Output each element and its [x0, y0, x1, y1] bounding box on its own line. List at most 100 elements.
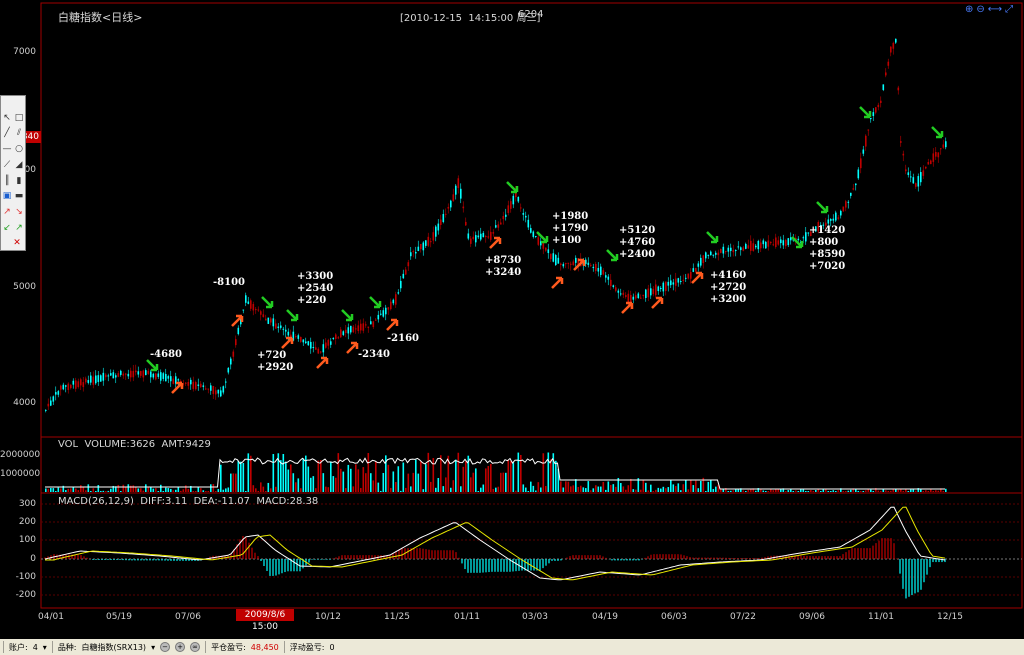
- pointer-icon[interactable]: ↖: [3, 113, 11, 123]
- volume-bar: [912, 489, 915, 492]
- candle-body: [227, 367, 230, 373]
- candle-body: [375, 319, 377, 321]
- vertical-lines-icon[interactable]: ║: [4, 176, 10, 186]
- candle-body: [460, 188, 462, 199]
- buy-arrow-icon: [551, 276, 564, 289]
- chevron-down-icon[interactable]: ▾: [151, 642, 156, 652]
- candle-body: [865, 135, 867, 147]
- candle-body: [842, 206, 845, 212]
- volume-bar: [692, 485, 695, 492]
- macd-label-200: 200: [18, 517, 36, 527]
- volume-label-1000000: 1000000: [0, 469, 41, 479]
- volume-bar: [795, 490, 797, 492]
- screenshot-icon[interactable]: ▣: [2, 191, 12, 201]
- candle-body: [820, 224, 822, 226]
- volume-bar: [790, 489, 792, 492]
- volume-bar: [655, 489, 657, 492]
- volume-bar: [487, 466, 490, 492]
- volume-bar: [872, 491, 875, 492]
- candle-body: [680, 281, 682, 283]
- macd-label-100: 100: [18, 535, 36, 545]
- candle-body: [82, 382, 85, 388]
- macd-grid: [41, 503, 1022, 596]
- triangle-icon[interactable]: ◢: [15, 160, 23, 170]
- arrows-horizontal-icon[interactable]: ⟷: [987, 4, 1003, 15]
- delete-icon[interactable]: ✕: [13, 238, 21, 248]
- account-select[interactable]: 4: [32, 642, 38, 652]
- plus-icon[interactable]: +: [175, 642, 186, 652]
- candle-body: [557, 257, 560, 264]
- bar-icon[interactable]: ▮: [16, 176, 22, 186]
- candle-body: [687, 273, 690, 279]
- buy-close-icon[interactable]: ↙: [3, 223, 11, 233]
- glasses-icon[interactable]: ∞: [190, 642, 201, 652]
- volume-bar: [357, 469, 360, 492]
- product-select[interactable]: 白糖指数(SRX13): [81, 642, 147, 652]
- volume-bar: [665, 488, 667, 492]
- volume-bar: [452, 480, 455, 492]
- buy-arrow-icon[interactable]: ↗: [3, 207, 11, 217]
- candle-body: [165, 373, 167, 382]
- volume-bar: [712, 488, 715, 492]
- volume-average-line: [45, 457, 945, 490]
- candle-body: [417, 246, 420, 252]
- divider: [3, 641, 4, 653]
- candle-body: [147, 370, 150, 374]
- chart-canvas[interactable]: [0, 0, 1024, 640]
- volume-bar: [442, 486, 445, 492]
- minus-icon[interactable]: −: [160, 642, 171, 652]
- buy-arrow-icon: [281, 336, 294, 349]
- candle-body: [380, 313, 382, 315]
- candle-body: [405, 269, 407, 275]
- ellipse-icon[interactable]: ○: [15, 144, 23, 154]
- restore-icon[interactable]: ⤢: [1005, 4, 1014, 15]
- volume-bar: [735, 488, 737, 492]
- candle-body: [775, 237, 777, 248]
- volume-bar: [95, 491, 97, 492]
- line-icon[interactable]: ╱: [4, 128, 10, 138]
- volume-bar: [407, 473, 410, 492]
- zoom-in-icon[interactable]: ⊕: [965, 4, 974, 15]
- candle-body: [827, 219, 830, 224]
- volume-bar: [505, 472, 507, 492]
- sell-arrow-icon[interactable]: ↘: [15, 207, 23, 217]
- fan-icon[interactable]: ⟋: [3, 160, 11, 170]
- candle-body: [452, 194, 455, 202]
- chevron-down-icon[interactable]: ▾: [42, 642, 47, 652]
- candle-body: [135, 370, 137, 373]
- candle-body: [887, 61, 890, 66]
- candle-body: [45, 409, 47, 411]
- candle-body: [280, 325, 282, 328]
- candle-body: [577, 258, 580, 266]
- candle-body: [945, 141, 947, 148]
- candle-body: [545, 247, 547, 251]
- candle-body: [402, 273, 405, 279]
- candle-body: [757, 240, 760, 250]
- price-panel-border: [40, 2, 1023, 438]
- rectangle-icon[interactable]: □: [14, 113, 24, 123]
- volume-bar: [65, 490, 67, 492]
- parallel-lines-icon[interactable]: ⫽: [16, 128, 21, 138]
- candle-body: [350, 325, 352, 333]
- sell-close-icon[interactable]: ↗: [15, 223, 23, 233]
- candle-body: [677, 278, 680, 283]
- candle-body: [785, 239, 787, 247]
- volume-bar: [852, 488, 855, 492]
- candle-body: [232, 351, 235, 357]
- zoom-out-icon[interactable]: ⊖: [976, 4, 985, 15]
- candle-body: [415, 251, 417, 254]
- price-label-4000: 4000: [13, 398, 36, 408]
- horizontal-line-icon[interactable]: —: [2, 144, 12, 154]
- volume-bar: [392, 471, 395, 492]
- volume-bar: [445, 477, 447, 492]
- volume-bar: [100, 491, 102, 492]
- volume-bar: [72, 486, 75, 492]
- save-icon[interactable]: ▬: [14, 191, 24, 201]
- candle-body: [507, 205, 510, 213]
- volume-bar: [765, 491, 767, 492]
- volume-bar: [215, 491, 217, 492]
- volume-bar: [447, 455, 450, 492]
- candle-body: [150, 371, 152, 378]
- candle-body: [817, 222, 820, 232]
- candle-body: [587, 262, 590, 265]
